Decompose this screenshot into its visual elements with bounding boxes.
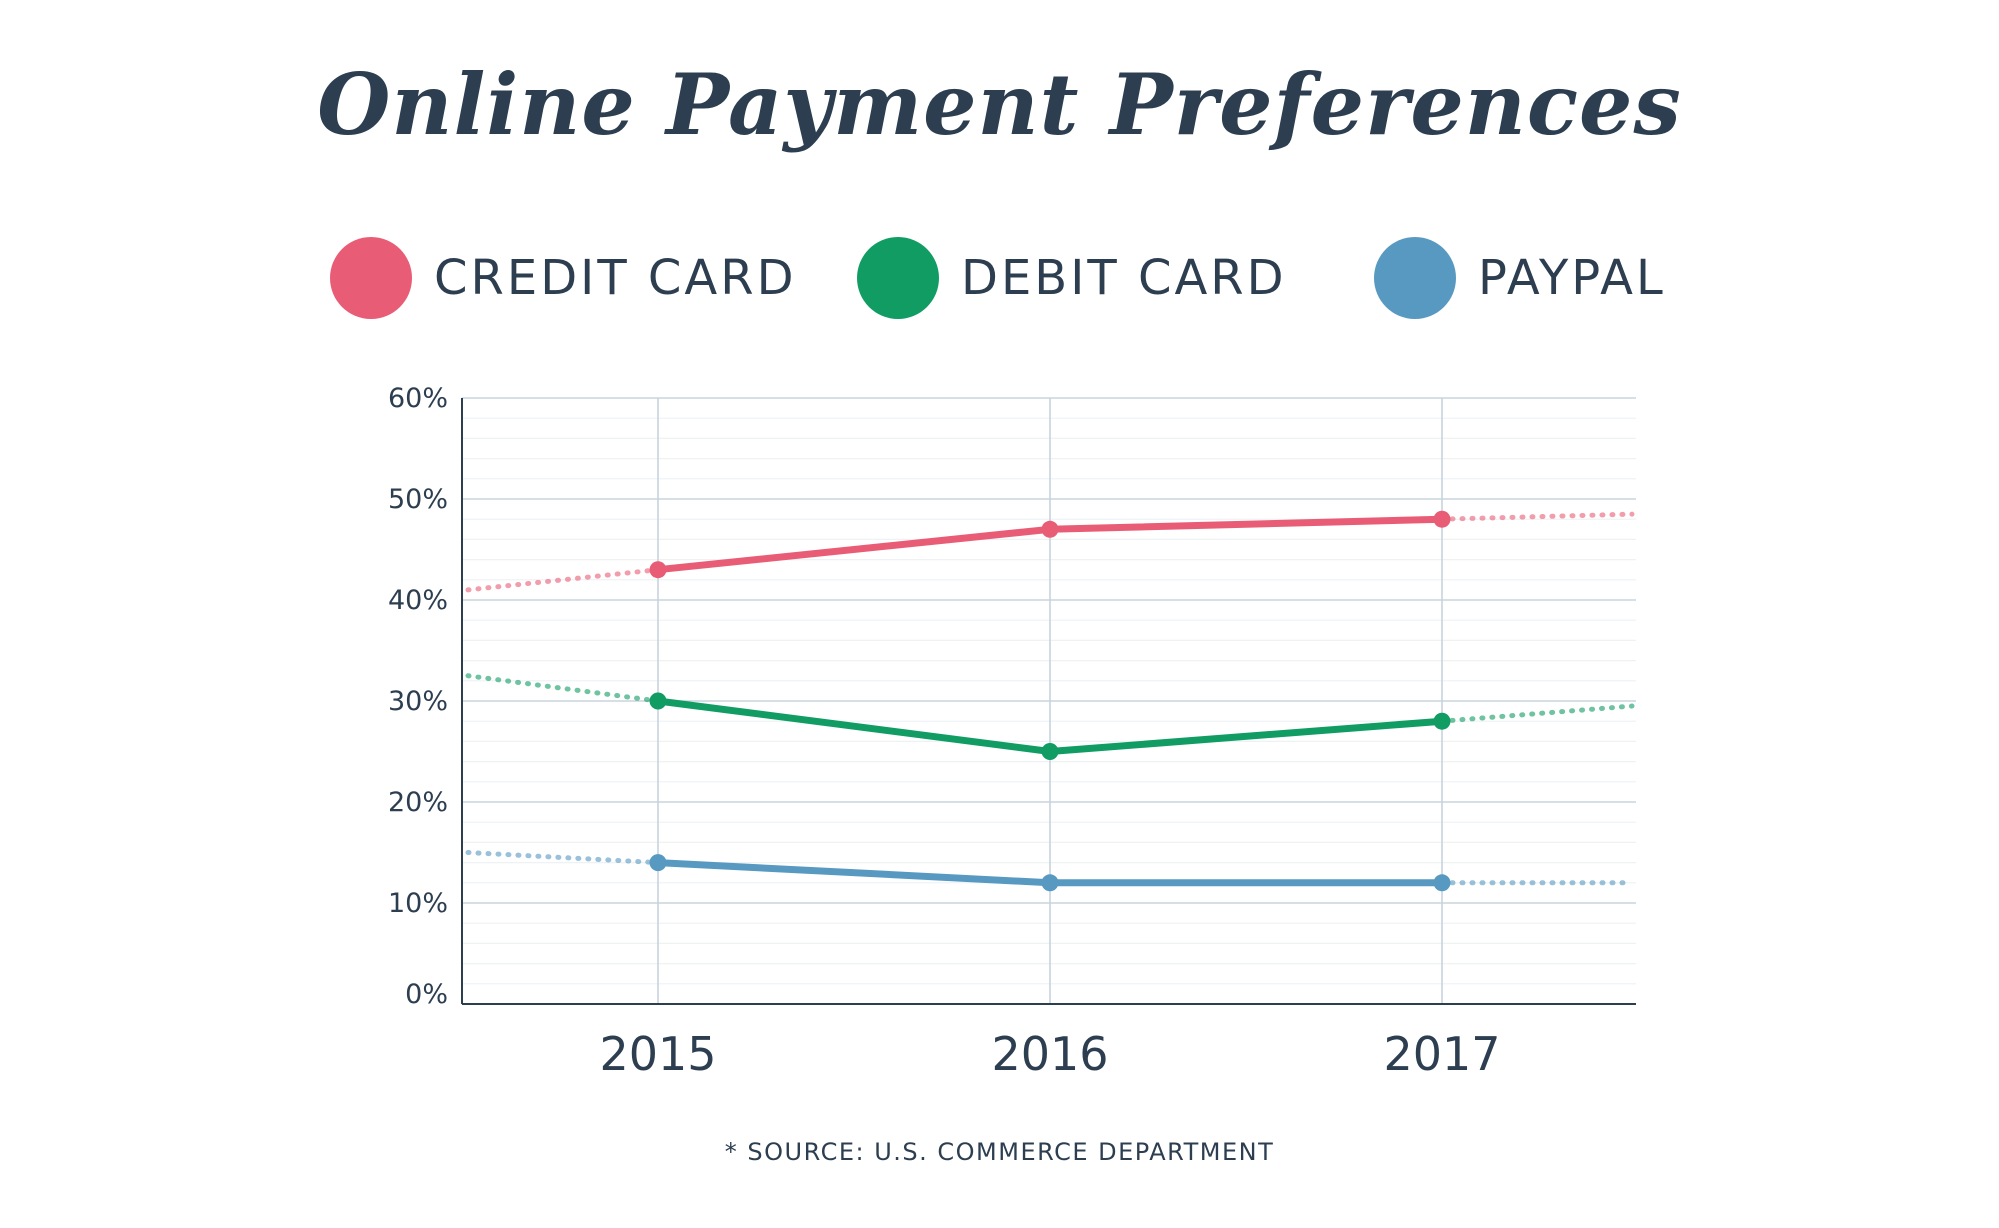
legend-label-paypal: PAYPAL — [1478, 250, 1666, 306]
data-point-2016 — [1041, 520, 1059, 538]
legend-item-debit-card: DEBIT CARD — [857, 236, 1287, 320]
data-point-2017 — [1433, 510, 1451, 528]
series-debit-card — [465, 673, 1635, 760]
y-axis-ticks: 0% 10% 20% 30% 40% 50% 60% — [388, 383, 448, 1010]
major-gridlines — [462, 397, 1636, 1004]
x-tick-label: 2016 — [991, 1027, 1108, 1081]
y-tick-label: 30% — [388, 686, 448, 717]
x-tick-label: 2015 — [599, 1027, 716, 1081]
axes — [461, 398, 1636, 1005]
data-point-2015 — [649, 854, 667, 872]
series-credit-card — [465, 510, 1635, 593]
chart-title: Online Payment Preferences — [317, 55, 1682, 154]
y-tick-label: 0% — [405, 979, 448, 1010]
x-axis-ticks: 2015 2016 2017 — [599, 1027, 1500, 1081]
trend-extension-after — [1439, 703, 1635, 724]
y-tick-label: 20% — [388, 787, 448, 818]
series-paypal — [465, 850, 1635, 892]
legend-item-paypal: PAYPAL — [1374, 236, 1666, 320]
data-point-2017 — [1433, 874, 1451, 892]
data-point-2016 — [1041, 743, 1059, 760]
data-point-2017 — [1433, 712, 1451, 730]
y-tick-label: 10% — [388, 888, 448, 919]
y-tick-label: 40% — [388, 585, 448, 616]
trend-extension-after — [1439, 511, 1635, 522]
trend-extension-before — [465, 567, 661, 593]
legend-label-debit-card: DEBIT CARD — [961, 250, 1287, 306]
legend-swatch-debit-card — [857, 237, 939, 319]
trend-extension-before — [465, 673, 661, 704]
legend-label-credit-card: CREDIT CARD — [434, 250, 797, 306]
legend-swatch-credit-card — [330, 237, 412, 319]
data-point-2015 — [649, 692, 667, 710]
legend-swatch-paypal — [1374, 237, 1456, 319]
data-point-2016 — [1041, 874, 1059, 892]
y-tick-label: 60% — [388, 383, 448, 414]
data-point-2015 — [649, 561, 667, 579]
x-tick-label: 2017 — [1383, 1027, 1500, 1081]
series-lines — [465, 510, 1635, 892]
legend: CREDIT CARD DEBIT CARD PAYPAL — [330, 236, 1730, 320]
trend-extension-before — [465, 850, 661, 866]
source-note: * SOURCE: U.S. COMMERCE DEPARTMENT — [724, 1138, 1275, 1166]
y-tick-label: 50% — [388, 484, 448, 515]
legend-item-credit-card: CREDIT CARD — [330, 236, 797, 320]
